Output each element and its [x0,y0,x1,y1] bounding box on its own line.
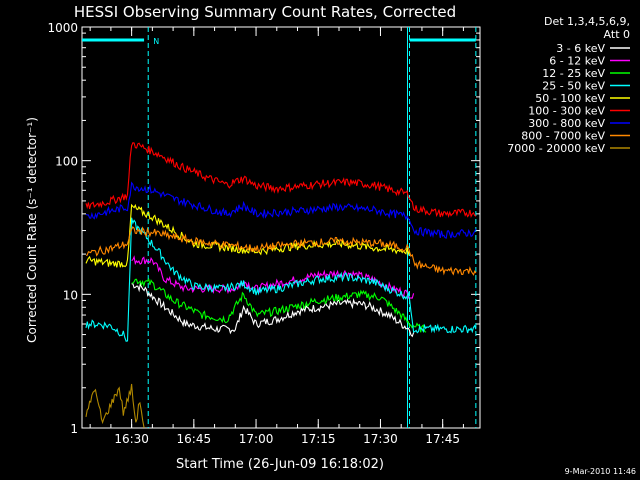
series-line-7 [85,226,477,276]
legend-label-8: 7000 - 20000 keV [507,142,605,155]
y-tick-label-3: 1000 [47,21,78,35]
y-tick-label-2: 100 [55,155,78,169]
x-tick-label-3: 17:15 [301,432,336,446]
y-tick-label-0: 1 [70,422,78,436]
event-marker-label: N [153,37,159,46]
chart-title: HESSI Observing Summary Count Rates, Cor… [74,3,456,21]
legend-label-3: 25 - 50 keV [542,80,605,93]
x-tick-label-2: 17:00 [239,432,274,446]
x-tick-label-1: 16:45 [177,432,212,446]
series-line-6 [85,181,477,239]
x-axis-label: Start Time (26-Jun-09 16:18:02) [176,457,384,472]
legend-label-0: 3 - 6 keV [556,42,605,55]
legend-label-1: 6 - 12 keV [549,55,605,68]
legend-label-5: 100 - 300 keV [528,105,605,118]
x-tick-label-5: 17:45 [425,432,460,446]
plot-frame [81,26,481,429]
y-tick-label-1: 10 [63,288,78,302]
y-axis-label: Corrected Count Rate (s⁻¹ detector⁻¹) [25,117,39,343]
footer-date: 9-Mar-2010 11:46 [565,467,636,476]
legend-label-7: 800 - 7000 keV [521,130,605,143]
legend-header-attenuator: Att 0 [604,28,630,41]
x-tick-label-4: 17:30 [363,432,398,446]
series-line-8 [85,383,145,428]
series-line-2 [131,277,427,333]
legend-label-2: 12 - 25 keV [542,67,605,80]
series-line-0 [131,282,415,338]
series-line-3 [85,217,477,342]
x-tick-label-0: 16:30 [114,432,149,446]
legend-header-detectors: Det 1,3,4,5,6,9, [544,15,630,28]
series-line-4 [85,203,411,268]
legend-label-6: 300 - 800 keV [528,117,605,130]
series-layer [85,142,477,428]
legend-label-4: 50 - 100 keV [535,92,605,105]
series-line-5 [85,142,477,218]
series-line-1 [131,255,415,299]
